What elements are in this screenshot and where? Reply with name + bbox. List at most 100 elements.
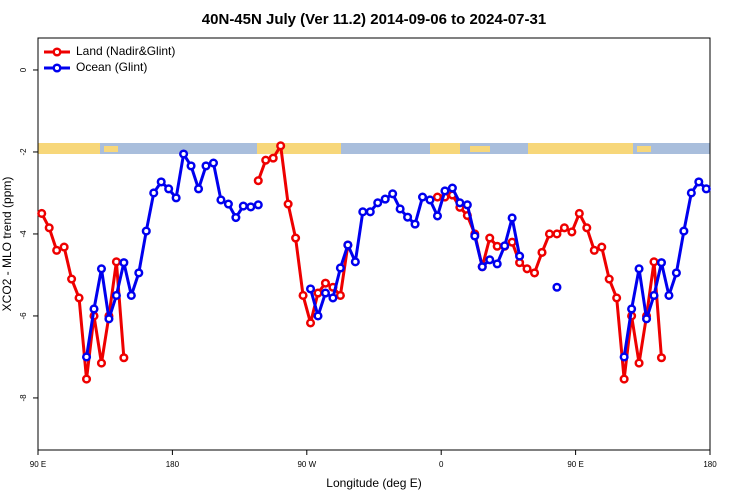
data-point (664, 290, 674, 300)
data-point (567, 227, 577, 237)
data-point (649, 257, 659, 267)
land-band (637, 146, 651, 152)
data-point (470, 231, 480, 241)
data-point (597, 242, 607, 252)
land-ocean-band (38, 143, 710, 154)
data-point (701, 184, 711, 194)
data-point (119, 258, 129, 268)
data-point (649, 290, 659, 300)
data-point (671, 268, 681, 278)
data-point (462, 200, 472, 210)
data-point (492, 241, 502, 251)
data-point (223, 199, 233, 209)
data-point (522, 264, 532, 274)
series-line (85, 152, 708, 358)
y-tick-label: -8 (19, 394, 28, 402)
data-point (156, 177, 166, 187)
data-point (44, 223, 54, 233)
data-point (335, 263, 345, 273)
data-point (455, 198, 465, 208)
data-point (365, 207, 375, 217)
data-point (485, 255, 495, 265)
data-point (641, 314, 652, 324)
data-point (89, 304, 99, 314)
legend-marker (52, 47, 62, 57)
data-point (179, 149, 189, 159)
x-tick-label: 180 (703, 460, 717, 469)
data-point (313, 311, 323, 321)
legend-label: Land (Nadir&Glint) (76, 44, 175, 58)
data-point (686, 188, 696, 198)
data-point (403, 212, 413, 222)
plot-frame (37, 37, 711, 451)
data-point (388, 189, 398, 199)
land-band (470, 146, 490, 152)
data-point (111, 290, 121, 300)
data-point (500, 241, 510, 251)
data-point (656, 353, 667, 363)
data-point (358, 207, 368, 217)
data-point (634, 358, 644, 368)
data-point (477, 262, 487, 272)
land-band (430, 143, 460, 154)
data-point (37, 208, 47, 219)
data-point (320, 278, 331, 288)
data-point (425, 195, 435, 205)
data-point (134, 268, 144, 278)
data-point (544, 229, 555, 239)
x-axis-label: Longitude (deg E) (326, 476, 421, 490)
data-point (67, 274, 77, 284)
x-tick-label: 90 E (30, 460, 46, 469)
data-point (507, 213, 517, 223)
data-point (604, 274, 614, 284)
data-point (283, 199, 293, 209)
data-point (447, 183, 457, 193)
data-point (537, 247, 547, 257)
data-point (291, 233, 301, 243)
data-point (440, 186, 450, 196)
y-tick-label: -4 (19, 230, 28, 238)
data-point (552, 282, 562, 292)
data-point (492, 259, 502, 269)
data-point (485, 233, 495, 243)
data-point (529, 268, 540, 278)
chart-title: 40N-45N July (Ver 11.2) 2014-09-06 to 20… (202, 11, 546, 28)
data-point (656, 258, 667, 268)
data-point (246, 202, 256, 212)
data-point (52, 245, 62, 255)
data-point (276, 141, 286, 151)
data-point (350, 257, 360, 267)
y-tick-label: -6 (19, 312, 28, 320)
data-point (186, 161, 196, 171)
data-point (201, 161, 211, 171)
data-point (261, 155, 271, 165)
data-point (417, 192, 428, 202)
data-point (96, 358, 107, 368)
data-point (104, 314, 114, 324)
data-point (373, 198, 383, 208)
data-point (81, 352, 92, 362)
data-point (171, 193, 181, 203)
data-point (208, 158, 219, 168)
data-point (612, 293, 622, 303)
data-point (119, 353, 129, 363)
data-point (238, 201, 248, 211)
data-point (231, 213, 241, 223)
data-point (305, 284, 316, 294)
data-point (149, 188, 159, 198)
data-point (320, 288, 331, 298)
data-point (380, 194, 390, 204)
land-band (38, 143, 100, 154)
data-point (313, 288, 323, 298)
y-tick-label: 0 (19, 67, 28, 72)
x-tick-label: 180 (166, 460, 180, 469)
data-point (253, 200, 263, 210)
data-point (81, 374, 92, 384)
x-tick-label: 90 E (567, 460, 583, 469)
land-band (257, 143, 341, 154)
legend-marker (52, 63, 62, 73)
data-point (164, 184, 174, 194)
data-point (111, 257, 121, 267)
data-point (216, 195, 226, 205)
